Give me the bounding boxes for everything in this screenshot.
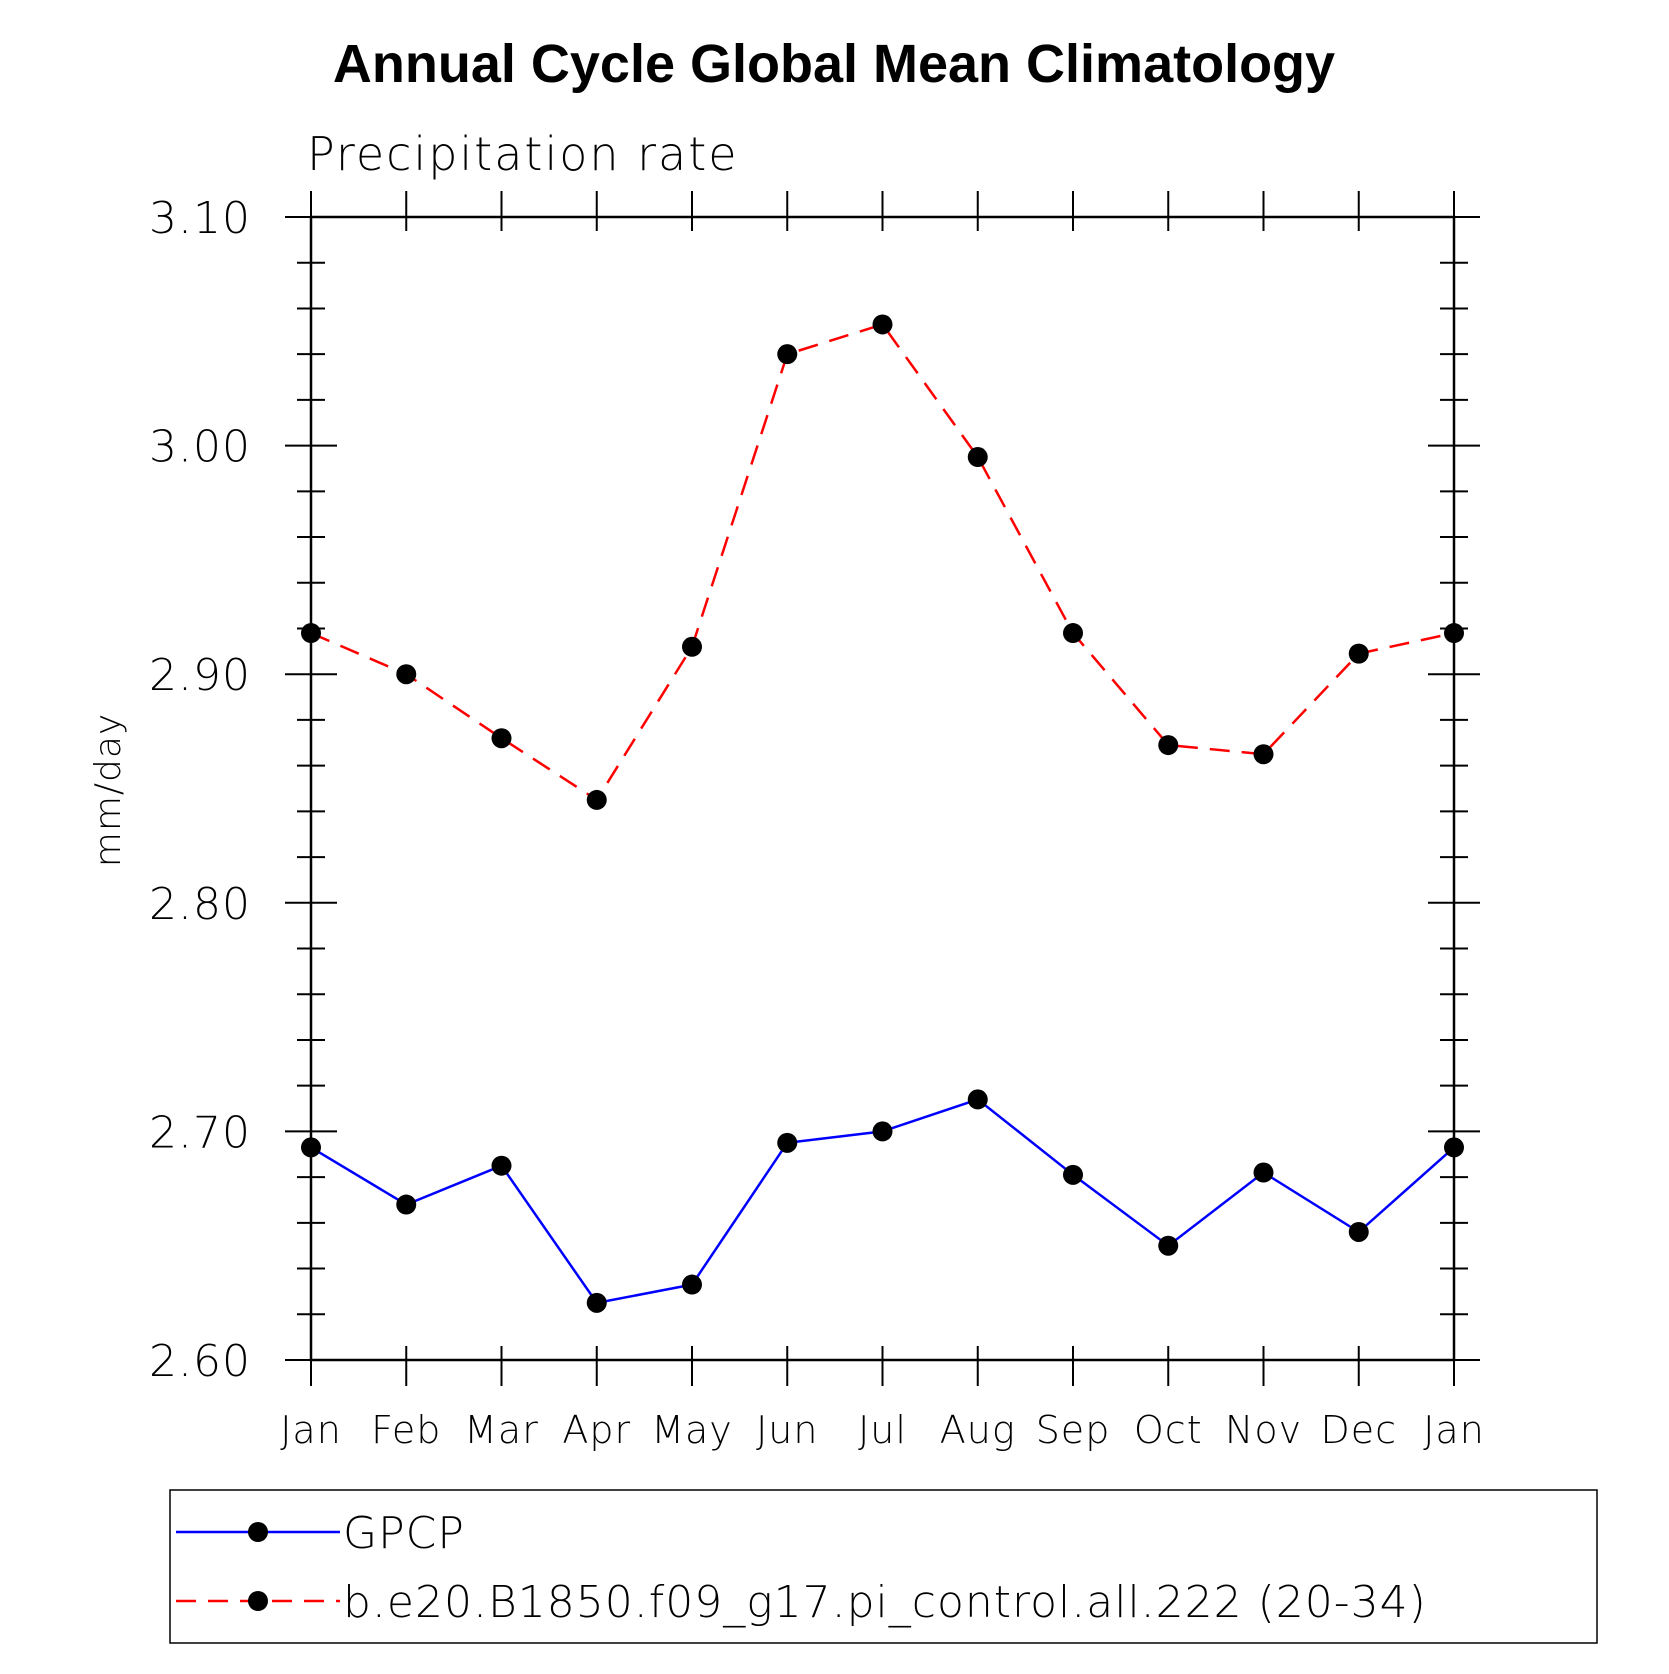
data-point <box>396 664 417 685</box>
data-point <box>301 1137 321 1158</box>
legend-marker-gpcp <box>248 1522 268 1542</box>
data-point <box>682 636 702 657</box>
x-tick-label: May <box>651 1408 733 1452</box>
legend-marker-model <box>248 1591 268 1611</box>
data-point <box>396 1194 417 1215</box>
data-point <box>872 314 893 335</box>
x-tick-label: Apr <box>562 1408 631 1452</box>
data-point <box>872 1121 893 1142</box>
data-point <box>1063 1164 1083 1185</box>
data-point <box>301 623 321 644</box>
x-tick-label: Aug <box>940 1408 1016 1452</box>
data-point <box>1444 623 1464 644</box>
x-tick-label: Sep <box>1036 1408 1111 1452</box>
data-point <box>967 447 988 468</box>
series-layer <box>301 314 1464 1313</box>
y-axis: 2.60 2.70 2.80 2.90 3.00 3.10 <box>149 193 1480 1387</box>
data-point <box>682 1274 702 1295</box>
y-axis-label: mm/day <box>88 713 129 867</box>
plot-frame <box>309 215 1456 1362</box>
data-point <box>1158 1235 1179 1256</box>
data-point <box>1253 744 1274 765</box>
chart-title: Annual Cycle Global Mean Climatology <box>333 34 1335 94</box>
x-tick-label: Mar <box>464 1408 539 1452</box>
legend-box <box>169 1489 1598 1644</box>
x-tick-label: Jun <box>756 1408 818 1452</box>
x-tick-label: Jan <box>1423 1408 1485 1452</box>
legend-label-gpcp: GPCP <box>343 1508 465 1559</box>
data-point <box>1063 623 1083 644</box>
data-point <box>1348 1221 1369 1242</box>
data-point <box>1444 1137 1464 1158</box>
y-tick-label: 2.70 <box>149 1107 251 1158</box>
data-point <box>586 1292 607 1313</box>
x-tick-label: Feb <box>371 1408 441 1452</box>
legend: GPCP b.e20.B1850.f09_g17.pi_control.all.… <box>169 1489 1598 1644</box>
x-tick-label: Oct <box>1134 1408 1203 1452</box>
data-point <box>1253 1162 1274 1183</box>
series-line-1 <box>310 322 1455 802</box>
x-tick-label: Nov <box>1225 1408 1302 1452</box>
y-tick-label: 2.60 <box>149 1336 251 1387</box>
data-point <box>491 1155 512 1176</box>
y-tick-label: 2.90 <box>149 650 251 701</box>
chart-subtitle: Precipitation rate <box>307 127 739 181</box>
x-tick-label: Jan <box>280 1408 342 1452</box>
legend-label-model: b.e20.B1850.f09_g17.pi_control.all.222 (… <box>343 1577 1427 1628</box>
data-point <box>777 344 798 365</box>
data-point <box>777 1132 798 1153</box>
data-point <box>586 789 607 810</box>
y-tick-label: 3.10 <box>149 193 251 244</box>
y-tick-label: 2.80 <box>149 879 251 930</box>
data-point <box>1348 643 1369 664</box>
data-point <box>1158 735 1179 756</box>
x-tick-label: Jul <box>858 1408 907 1452</box>
data-point <box>967 1089 988 1110</box>
x-tick-label: Dec <box>1320 1408 1397 1452</box>
x-axis: Jan Feb Mar Apr May Jun Jul Aug Sep Oct Nov Dec Jan <box>280 191 1485 1452</box>
data-point <box>491 728 512 749</box>
y-tick-label: 3.00 <box>149 422 251 473</box>
